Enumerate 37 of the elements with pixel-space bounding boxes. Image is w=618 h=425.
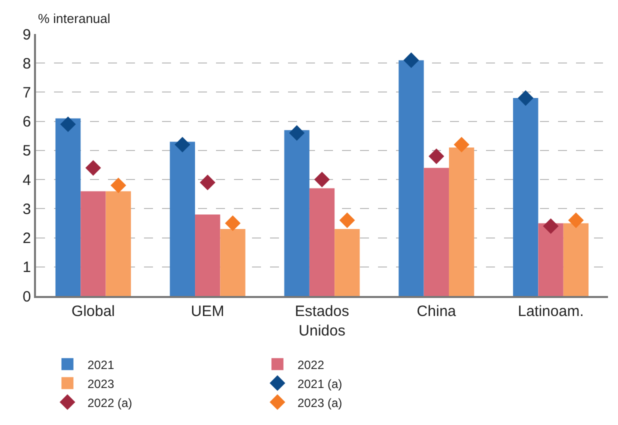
y-tick-label: 8	[22, 55, 31, 72]
x-tick-label: UEM	[190, 303, 224, 320]
y-tick-label: 9	[22, 26, 31, 44]
y-tick-label: 4	[22, 172, 31, 189]
legend-label: 2022	[297, 358, 324, 372]
x-tick-label: Global	[72, 303, 115, 320]
bar	[513, 98, 538, 296]
legend-label: 2023	[87, 376, 114, 391]
y-tick-label: 0	[22, 288, 31, 306]
legend-label: 2021 (a)	[297, 376, 342, 391]
bar	[398, 60, 424, 296]
bar	[334, 229, 360, 296]
bar	[309, 188, 335, 296]
bar	[170, 142, 196, 296]
y-tick-label: 7	[22, 84, 31, 102]
bar	[538, 223, 564, 296]
bar	[448, 148, 474, 296]
bar	[195, 214, 220, 296]
bar	[55, 118, 81, 296]
y-tick-label: 3	[22, 200, 31, 218]
y-tick-label: 5	[22, 142, 31, 160]
bar	[424, 168, 449, 296]
legend-label: 2021	[87, 358, 114, 372]
bar	[220, 229, 246, 296]
legend-label: 2022 (a)	[87, 396, 132, 410]
y-axis-title: % interanual	[38, 11, 110, 26]
y-tick-label: 2	[22, 230, 31, 248]
x-tick-label: Latinoam.	[518, 303, 584, 320]
bar	[563, 223, 589, 296]
x-tick-label: Estados Unidos	[294, 303, 350, 340]
bar	[284, 130, 310, 296]
bar	[80, 191, 106, 296]
x-tick-label: China	[416, 303, 457, 320]
legend-label: 2023 (a)	[297, 396, 342, 410]
y-tick-label: 1	[22, 259, 31, 276]
y-tick-label: 6	[22, 114, 31, 131]
bar	[106, 191, 131, 296]
